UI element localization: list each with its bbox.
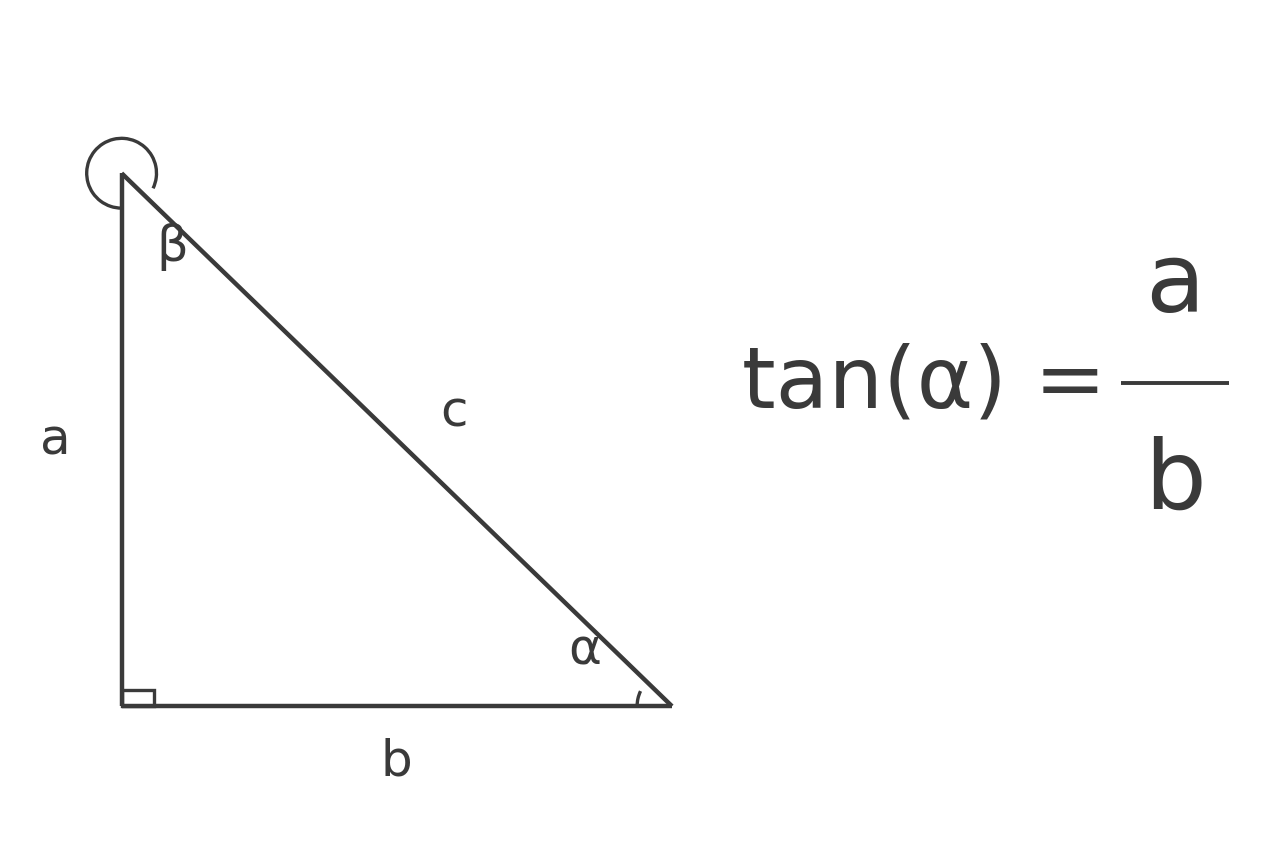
Text: α: α (568, 625, 602, 673)
Bar (122, 691, 154, 706)
Text: b: b (381, 736, 412, 784)
Text: Tangent Formula: Tangent Formula (188, 12, 1092, 118)
Text: c: c (440, 388, 468, 436)
Text: a: a (1146, 239, 1204, 331)
Text: tan(α) =: tan(α) = (742, 342, 1107, 425)
Text: a: a (40, 416, 70, 464)
Text: b: b (1144, 435, 1206, 528)
Text: β: β (157, 223, 188, 271)
Bar (622, 796, 658, 799)
Text: www.inchcalculator.com: www.inchcalculator.com (472, 820, 808, 847)
